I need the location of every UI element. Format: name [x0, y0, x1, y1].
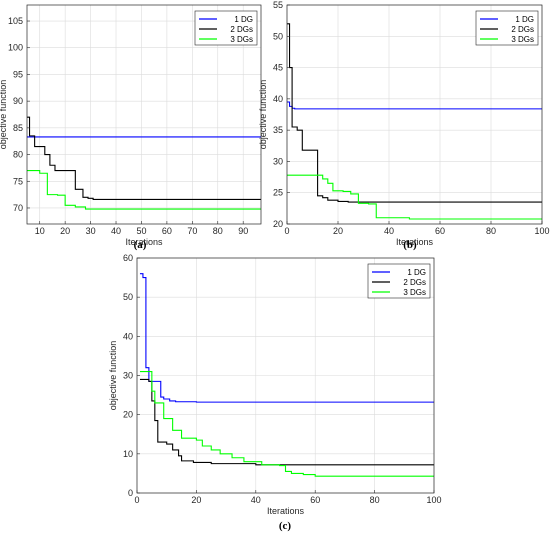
- legend-entry: 3 DGs: [403, 288, 426, 297]
- y-tick-label: 30: [273, 156, 283, 166]
- x-axis-label: Iterations: [125, 237, 163, 247]
- y-tick-label: 0: [128, 488, 133, 498]
- legend-box: [194, 10, 258, 46]
- y-axis-label: objective function: [258, 80, 268, 150]
- x-tick-label: 60: [435, 226, 445, 236]
- series-line-3-dgs: [287, 174, 542, 220]
- x-tick-label: 50: [136, 226, 146, 236]
- x-axis-label: Iterations: [396, 237, 434, 247]
- series-line-2-dgs: [27, 116, 261, 200]
- legend-entry: 1 DG: [407, 268, 426, 277]
- y-tick-label: 20: [123, 410, 133, 420]
- x-tick-label: 20: [333, 226, 343, 236]
- axes-frame: [26, 4, 262, 225]
- legend-entry: 1 DG: [234, 15, 253, 24]
- x-tick-label: 0: [284, 226, 289, 236]
- x-tick-label: 100: [426, 495, 441, 505]
- legend-entry: 3 DGs: [511, 35, 534, 44]
- y-tick-label: 85: [13, 123, 23, 133]
- x-tick-label: 10: [35, 226, 45, 236]
- panel-label: (a): [134, 239, 147, 251]
- legend-entry: 2 DGs: [403, 278, 426, 287]
- x-tick-label: 30: [86, 226, 96, 236]
- x-tick-label: 90: [238, 226, 248, 236]
- x-tick-label: 100: [534, 226, 549, 236]
- chart-panel-b: 0 20 40 60 80 1002025303540455055Iterationsob…: [258, 0, 550, 251]
- legend-entry: 2 DGs: [511, 25, 534, 34]
- series-line-3-dgs: [27, 170, 261, 210]
- y-axis-label: objective function: [0, 80, 8, 150]
- legend-entry: 3 DGs: [230, 35, 253, 44]
- legend-entry: 2 DGs: [230, 25, 253, 34]
- y-tick-label: 20: [273, 219, 283, 229]
- x-tick-label: 40: [111, 226, 121, 236]
- y-tick-label: 95: [13, 69, 23, 79]
- y-tick-label: 105: [8, 16, 23, 26]
- panel-label: (b): [403, 239, 417, 251]
- y-tick-label: 50: [123, 292, 133, 302]
- legend-box: [367, 263, 431, 299]
- y-tick-label: 80: [13, 150, 23, 160]
- series-line-3-dgs: [139, 371, 434, 477]
- x-tick-label: 40: [384, 226, 394, 236]
- series-line-1-dg: [139, 273, 434, 403]
- y-tick-label: 35: [273, 125, 283, 135]
- legend-entry: 1 DG: [515, 15, 534, 24]
- x-tick-label: 40: [251, 495, 261, 505]
- y-tick-label: 10: [123, 449, 133, 459]
- y-tick-label: 55: [273, 0, 283, 10]
- y-tick-label: 25: [273, 188, 283, 198]
- x-tick-label: 60: [310, 495, 320, 505]
- y-tick-label: 70: [13, 203, 23, 213]
- x-tick-label: 60: [162, 226, 172, 236]
- y-tick-label: 75: [13, 176, 23, 186]
- y-tick-label: 40: [123, 331, 133, 341]
- y-tick-label: 90: [13, 96, 23, 106]
- x-axis-label: Iterations: [267, 506, 305, 516]
- x-tick-label: 80: [370, 495, 380, 505]
- y-tick-label: 40: [273, 94, 283, 104]
- y-tick-label: 45: [273, 63, 283, 73]
- x-tick-label: 0: [134, 495, 139, 505]
- axes-frame: [286, 4, 543, 225]
- chart-panel-a: 10 20 30 40 50 60 70 80 90 70 75 80 85 90 95 100 105 Iter…: [0, 4, 262, 251]
- y-tick-label: 60: [123, 253, 133, 263]
- chart-panel-c: 0 20 40 60 80 100 0 10 20 30 40 50 60 Iterations objec…: [108, 253, 442, 532]
- y-tick-label: 100: [8, 43, 23, 53]
- x-tick-label: 70: [187, 226, 197, 236]
- x-tick-label: 80: [213, 226, 223, 236]
- series-line-2-dgs: [139, 378, 434, 466]
- panel-label: (c): [279, 520, 292, 532]
- x-tick-label: 80: [486, 226, 496, 236]
- y-tick-label: 30: [123, 371, 133, 381]
- y-axis-label: objective function: [108, 341, 118, 411]
- x-tick-label: 20: [60, 226, 70, 236]
- y-tick-label: 50: [273, 31, 283, 41]
- series-line-2-dgs: [287, 23, 542, 203]
- x-tick-label: 20: [191, 495, 201, 505]
